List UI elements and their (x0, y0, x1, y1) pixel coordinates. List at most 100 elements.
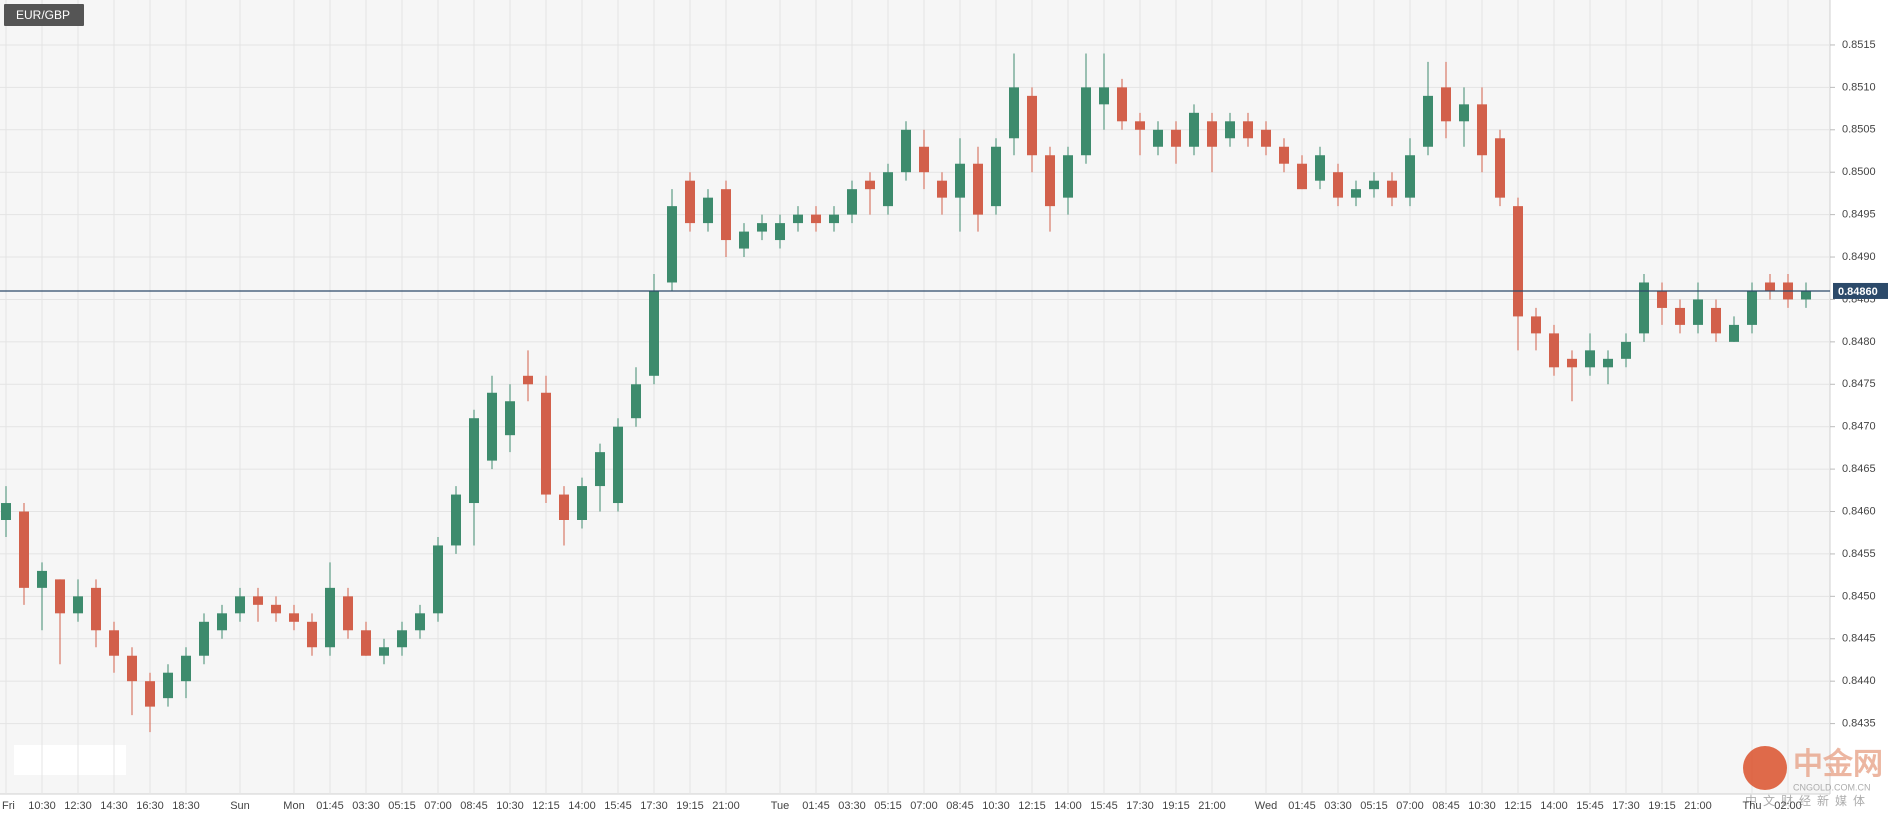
x-tick-label: 21:00 (712, 800, 740, 812)
x-tick-label: 03:30 (1324, 800, 1352, 812)
candle-body (1513, 206, 1523, 317)
x-tick-label: 07:00 (910, 800, 938, 812)
y-tick-label: 0.8445 (1842, 633, 1876, 645)
candle-body (667, 206, 677, 283)
candle-body (505, 401, 515, 436)
candle-body (955, 163, 965, 198)
candle-body (1711, 307, 1721, 334)
candle-body (793, 214, 803, 224)
x-tick-label: 07:00 (424, 800, 452, 812)
candle-body (811, 214, 821, 224)
x-tick-label: 12:15 (1018, 800, 1046, 812)
candle-body (1603, 358, 1613, 368)
candle-body (847, 189, 857, 215)
x-tick-label: 14:30 (100, 800, 128, 812)
candle-body (55, 579, 65, 614)
candle-body (343, 596, 353, 631)
candle-body (1405, 155, 1415, 198)
candle-body (1207, 121, 1217, 147)
candle-body (631, 384, 641, 419)
candle-body (19, 511, 29, 588)
x-tick-label: 02:00 (1774, 800, 1802, 812)
candle-body (379, 647, 389, 656)
candle-body (415, 613, 425, 631)
candle-body (1765, 282, 1775, 291)
candle-body (253, 596, 263, 605)
candle-body (1693, 299, 1703, 325)
candle-body (1333, 172, 1343, 198)
candle-body (451, 494, 461, 546)
x-tick-label: 05:15 (1360, 800, 1388, 812)
candle-body (1459, 104, 1469, 122)
candle-body (271, 604, 281, 614)
candle-body (1081, 87, 1091, 156)
x-tick-label: 03:30 (352, 800, 380, 812)
x-tick-label: Thu (1743, 800, 1762, 812)
x-tick-label: 15:45 (604, 800, 632, 812)
x-tick-label: Fri (2, 800, 15, 812)
candle-body (433, 545, 443, 614)
x-tick-label: Mon (283, 800, 304, 812)
candle-body (1441, 87, 1451, 122)
candle-body (1297, 163, 1307, 190)
watermark-slogan: 中文财经新媒体 (1745, 793, 1871, 808)
y-tick-label: 0.8450 (1842, 590, 1876, 602)
watermark-logo (1743, 746, 1787, 790)
x-tick-label: 07:00 (1396, 800, 1424, 812)
x-tick-label: 17:30 (1126, 800, 1154, 812)
candle-body (1351, 189, 1361, 198)
candle-body (865, 180, 875, 190)
candle-body (1747, 290, 1757, 325)
title-box (4, 4, 84, 26)
y-tick-label: 0.8440 (1842, 675, 1876, 687)
y-tick-label: 0.8500 (1842, 166, 1876, 178)
candle-body (649, 290, 659, 376)
y-tick-label: 0.8495 (1842, 209, 1876, 221)
candle-body (1729, 324, 1739, 342)
candle-body (829, 214, 839, 224)
candles (1, 53, 1811, 733)
candle-body (1189, 112, 1199, 147)
y-tick-label: 0.8470 (1842, 421, 1876, 433)
x-tick-label: 21:00 (1684, 800, 1712, 812)
x-tick-label: 08:45 (460, 800, 488, 812)
candle-body (1567, 358, 1577, 368)
candle-body (991, 146, 1001, 207)
x-tick-label: 01:45 (1288, 800, 1316, 812)
y-tick-label: 0.8460 (1842, 505, 1876, 517)
x-tick-label: 01:45 (316, 800, 344, 812)
candle-body (1531, 316, 1541, 334)
x-tick-label: 01:45 (802, 800, 830, 812)
x-tick-label: 12:15 (1504, 800, 1532, 812)
candle-body (1135, 121, 1145, 130)
candle-body (1117, 87, 1127, 122)
candle-body (595, 452, 605, 487)
watermark-site: CNGOLD.COM.CN (1793, 782, 1871, 792)
x-tick-label: 03:30 (838, 800, 866, 812)
candle-body (1801, 290, 1811, 300)
candle-body (775, 223, 785, 241)
candle-body (1495, 138, 1505, 198)
y-tick-label: 0.8480 (1842, 336, 1876, 348)
candle-body (325, 587, 335, 648)
x-tick-label: 15:45 (1090, 800, 1118, 812)
x-tick-label: 10:30 (28, 800, 56, 812)
candle-body (109, 630, 119, 656)
candle-body (1675, 307, 1685, 325)
candle-body (901, 129, 911, 173)
candle-body (1225, 121, 1235, 139)
candle-body (37, 570, 47, 588)
x-tick-label: 18:30 (172, 800, 200, 812)
x-tick-label: 17:30 (1612, 800, 1640, 812)
candle-body (1369, 180, 1379, 190)
candle-body (307, 621, 317, 648)
candle-body (127, 655, 137, 682)
x-tick-label: 19:15 (676, 800, 704, 812)
x-tick-label: 05:15 (388, 800, 416, 812)
x-tick-label: 14:00 (568, 800, 596, 812)
x-tick-label: 10:30 (982, 800, 1010, 812)
x-tick-label: 15:45 (1576, 800, 1604, 812)
candle-body (163, 672, 173, 699)
candle-body (1621, 341, 1631, 359)
candle-body (397, 630, 407, 648)
